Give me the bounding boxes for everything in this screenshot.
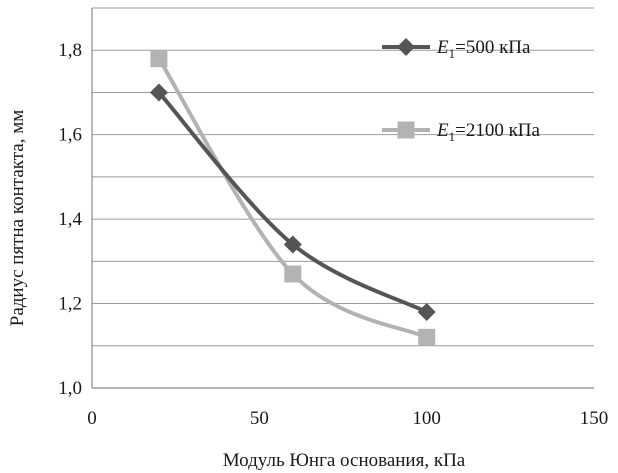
data-point xyxy=(149,83,168,102)
series-2 xyxy=(150,50,436,346)
data-point xyxy=(417,303,436,321)
data-point xyxy=(150,50,168,68)
legend-item-1: E1=500 кПа xyxy=(382,37,531,61)
tick-labels: 1,0 1,2 1,4 1,6 1,8 0 50 100 150 xyxy=(58,40,608,429)
y-tick-label: 1,4 xyxy=(58,209,82,230)
y-axis-title: Радиус пятна контакта, мм xyxy=(7,110,28,326)
y-tick-label: 1,8 xyxy=(58,40,82,61)
legend-marker xyxy=(397,38,415,56)
data-point xyxy=(418,328,436,346)
y-tick-label: 1,0 xyxy=(58,378,82,399)
x-axis-title: Модуль Юнга основания, кПа xyxy=(223,450,466,471)
data-point xyxy=(284,265,302,283)
legend-label: E1=500 кПа xyxy=(436,37,531,61)
x-tick-label: 0 xyxy=(87,408,97,429)
legend-marker xyxy=(397,121,415,139)
x-tick-label: 100 xyxy=(412,408,441,429)
x-tick-label: 150 xyxy=(580,408,609,429)
series-1 xyxy=(149,83,436,321)
y-tick-label: 1,2 xyxy=(58,294,82,315)
y-tick-label: 1,6 xyxy=(58,125,82,146)
legend-label: E1=2100 кПа xyxy=(436,120,541,144)
series-layer xyxy=(149,50,436,346)
axes xyxy=(91,8,594,389)
x-tick-label: 50 xyxy=(250,408,269,429)
data-point xyxy=(283,235,302,254)
legend-item-2: E1=2100 кПа xyxy=(382,120,541,144)
gridlines xyxy=(92,7,594,347)
legend: E1=500 кПа E1=2100 кПа xyxy=(382,37,541,144)
